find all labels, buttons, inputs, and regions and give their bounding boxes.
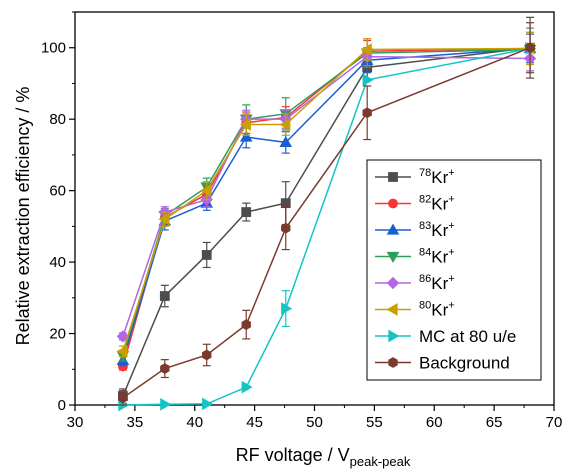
legend-label-main: Kr xyxy=(431,274,448,293)
legend-marker xyxy=(388,357,398,368)
data-point xyxy=(279,135,293,148)
legend-item-7: Background xyxy=(375,354,510,373)
legend-label-main: Kr xyxy=(431,248,448,267)
legend-label-superscript: 84 xyxy=(419,247,431,259)
x-axis-title-subscript: peak-peak xyxy=(350,454,411,469)
legend-label-charge: + xyxy=(448,300,454,312)
legend-marker xyxy=(388,329,400,343)
y-tick-label: 80 xyxy=(49,111,66,128)
data-point xyxy=(239,118,251,131)
x-tick-label: 70 xyxy=(546,414,563,431)
legend-item-0: 78Kr+ xyxy=(375,167,455,187)
legend-label-charge: + xyxy=(448,220,454,232)
y-tick-label: 0 xyxy=(58,397,66,414)
legend-item-2: 83Kr+ xyxy=(375,220,455,240)
data-point xyxy=(200,184,212,197)
x-axis-title: RF voltage / Vpeak-peak xyxy=(236,445,411,469)
legend-item-4: 86Kr+ xyxy=(375,273,455,293)
x-tick-label: 45 xyxy=(246,414,263,431)
x-tick-label: 35 xyxy=(127,414,144,431)
data-point xyxy=(241,380,253,394)
data-point xyxy=(281,222,291,234)
data-point xyxy=(360,43,372,56)
legend-label-main: Kr xyxy=(431,195,448,214)
legend-label-superscript: 78 xyxy=(419,167,431,179)
data-point xyxy=(160,397,172,411)
data-point xyxy=(279,118,291,131)
data-point xyxy=(116,345,128,358)
legend-label-superscript: 82 xyxy=(419,194,431,206)
legend-label: 86Kr+ xyxy=(419,273,455,293)
data-point xyxy=(202,349,212,361)
legend-label: MC at 80 u/e xyxy=(419,327,516,346)
series-7 xyxy=(118,22,535,406)
legend-item-1: 82Kr+ xyxy=(375,194,455,214)
legend-marker xyxy=(386,223,400,235)
y-tick-label: 20 xyxy=(49,326,66,343)
legend-label: Background xyxy=(419,354,510,373)
data-point xyxy=(158,212,170,226)
data-point xyxy=(525,42,535,54)
data-point xyxy=(239,130,253,142)
data-point xyxy=(160,363,170,374)
legend-label: 82Kr+ xyxy=(419,194,455,214)
legend-box xyxy=(366,159,542,381)
legend: 78Kr+82Kr+83Kr+84Kr+86Kr+80Kr+MC at 80 u… xyxy=(366,159,542,381)
data-point xyxy=(281,302,293,315)
legend-label: 78Kr+ xyxy=(419,167,455,187)
x-tick-label: 65 xyxy=(486,414,503,431)
legend-label-superscript: 86 xyxy=(419,273,431,285)
legend-marker xyxy=(386,276,400,290)
legend-marker xyxy=(386,251,400,263)
legend-label-superscript: 80 xyxy=(419,300,431,312)
legend-item-6: MC at 80 u/e xyxy=(375,327,516,346)
x-tick-label: 30 xyxy=(67,414,84,431)
data-point xyxy=(241,207,252,217)
legend-label-charge: + xyxy=(448,194,454,206)
legend-item-3: 84Kr+ xyxy=(375,247,455,267)
data-point xyxy=(241,319,251,331)
legend-label-superscript: 83 xyxy=(419,220,431,232)
legend-label-main: Kr xyxy=(431,221,448,240)
legend-label-main: Kr xyxy=(431,301,448,320)
data-point xyxy=(362,107,372,119)
x-tick-label: 40 xyxy=(186,414,203,431)
x-tick-label: 55 xyxy=(366,414,383,431)
legend-marker xyxy=(388,198,398,209)
data-point xyxy=(201,250,212,260)
x-tick-label: 50 xyxy=(306,414,323,431)
legend-label-charge: + xyxy=(448,273,454,285)
data-point xyxy=(159,291,170,301)
x-axis-title-main: RF voltage / V xyxy=(236,445,350,465)
legend-item-5: 80Kr+ xyxy=(375,300,455,320)
data-point xyxy=(118,392,128,404)
legend-label: 80Kr+ xyxy=(419,300,455,320)
legend-label-charge: + xyxy=(448,247,454,259)
data-point xyxy=(116,330,130,343)
axes-layer: 30 35 40 45 50 55 60 65 70 0 20 40 60 80 100 xyxy=(41,11,563,431)
legend-marker xyxy=(386,303,398,316)
x-tick-label: 60 xyxy=(426,414,443,431)
y-axis-title: Relative extraction efficiency / % xyxy=(13,87,33,346)
legend-label: 84Kr+ xyxy=(419,247,455,267)
data-point xyxy=(202,397,214,411)
y-tick-label: 40 xyxy=(49,254,66,271)
y-tick-label: 60 xyxy=(49,183,66,200)
legend-label-main: Kr xyxy=(431,168,448,187)
legend-marker xyxy=(388,172,398,182)
data-point xyxy=(362,73,374,87)
legend-label: 83Kr+ xyxy=(419,220,455,240)
legend-label-charge: + xyxy=(448,167,454,179)
y-tick-label: 100 xyxy=(41,40,66,57)
data-layer xyxy=(116,16,537,412)
